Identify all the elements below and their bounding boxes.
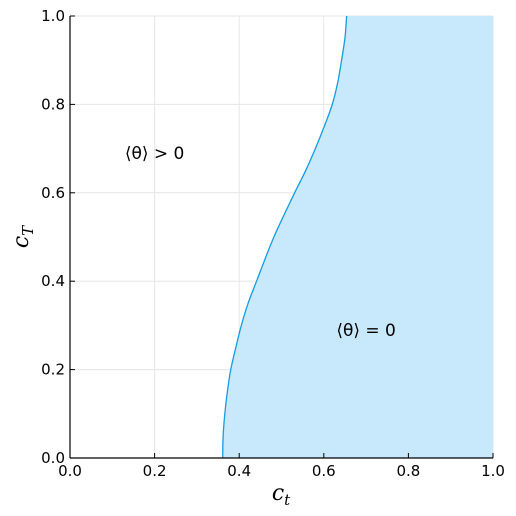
- theta-zero-region: [222, 16, 493, 458]
- y-tick-label: 0.8: [41, 95, 65, 113]
- y-tick-label: 1.0: [41, 7, 65, 25]
- x-tick-label: 0.6: [312, 462, 336, 480]
- x-axis-label: ct: [272, 481, 291, 509]
- y-ticks: 0.0 0.2 0.4 0.6 0.8 1.0: [41, 7, 75, 467]
- y-axis-label-main: c: [9, 236, 34, 248]
- x-tick-label: 0.2: [143, 462, 167, 480]
- x-axis-label-main: c: [272, 481, 284, 506]
- x-tick-label: 0.4: [227, 462, 251, 480]
- x-axis-label-sub: t: [284, 491, 291, 509]
- x-ticks: 0.0 0.2 0.4 0.6 0.8 1.0: [58, 453, 505, 480]
- y-axis-label: cT: [9, 225, 37, 248]
- annotation-theta-zero: ⟨θ⟩ = 0: [336, 321, 396, 341]
- y-axis-label-group: cT: [9, 225, 37, 248]
- annotations: ⟨θ⟩ > 0 ⟨θ⟩ = 0: [125, 144, 396, 341]
- x-tick-label: 0.8: [396, 462, 420, 480]
- y-tick-label: 0.0: [41, 449, 65, 467]
- x-tick-label: 1.0: [481, 462, 505, 480]
- y-tick-label: 0.4: [41, 272, 65, 290]
- y-tick-label: 0.2: [41, 361, 65, 379]
- phase-boundary-line: [222, 15, 348, 459]
- annotation-theta-positive: ⟨θ⟩ > 0: [125, 144, 185, 164]
- y-tick-label: 0.6: [41, 184, 65, 202]
- x-tick-label: 0.0: [58, 462, 82, 480]
- y-axis-label-sub: T: [19, 225, 37, 236]
